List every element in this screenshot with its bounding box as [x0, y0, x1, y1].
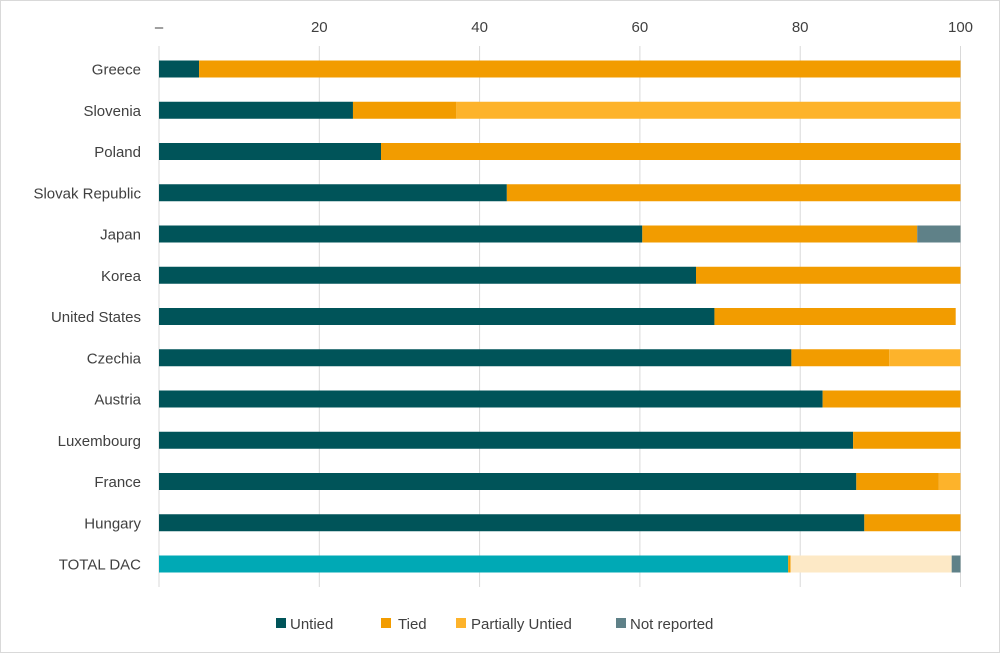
- category-label: Poland: [94, 144, 141, 161]
- bar-untied: [159, 431, 854, 449]
- legend-swatch-not-reported: [616, 618, 626, 628]
- bar-tied: [822, 390, 961, 408]
- bar-untied: [159, 266, 697, 284]
- legend-label: Untied: [290, 616, 333, 633]
- bar-untied: [159, 184, 507, 202]
- bar-untied: [159, 225, 643, 243]
- x-tick-label: –: [155, 19, 164, 36]
- bar-tied: [856, 473, 939, 490]
- bar-untied: [159, 101, 353, 119]
- bar-partially-untied: [456, 101, 961, 119]
- bar-tied: [199, 60, 961, 78]
- category-label: France: [94, 474, 141, 491]
- bar-untied: [159, 514, 865, 532]
- x-tick-label: 60: [632, 19, 649, 36]
- x-tick-label: 100: [948, 19, 973, 36]
- bar-tied: [381, 143, 961, 160]
- x-tick-label: 80: [792, 19, 809, 36]
- legend-swatch-tied: [381, 618, 391, 628]
- bar-untied: [159, 390, 823, 408]
- x-tick-label: 20: [311, 19, 328, 36]
- legend: Untied Tied Partially Untied Not reported: [276, 616, 713, 633]
- bar-untied: [159, 143, 382, 160]
- bar-partially-untied: [889, 349, 961, 367]
- bar-tied: [352, 101, 457, 119]
- category-label: Hungary: [84, 515, 141, 532]
- bar-untied: [159, 349, 792, 367]
- legend-label: Not reported: [630, 616, 713, 633]
- bar-partially-untied: [938, 473, 961, 490]
- bar-tied: [853, 431, 961, 449]
- bar-untied: [159, 60, 200, 78]
- bar-partially-untied: [790, 555, 952, 573]
- legend-label: Partially Untied: [471, 616, 572, 633]
- bar-tied: [696, 266, 961, 284]
- bar-untied: [159, 308, 715, 325]
- bar-not-reported: [951, 555, 961, 573]
- x-tick-label: 40: [471, 19, 488, 36]
- legend-label: Tied: [398, 616, 427, 633]
- legend-swatch-untied: [276, 618, 286, 628]
- category-label: Czechia: [87, 350, 142, 367]
- legend-swatch-partially-untied: [456, 618, 466, 628]
- category-label: Japan: [100, 227, 141, 244]
- bars: [159, 60, 961, 573]
- category-label: Luxembourg: [58, 433, 141, 450]
- bar-tied: [864, 514, 961, 532]
- bar-not-reported: [917, 225, 961, 243]
- bar-untied: [159, 473, 857, 490]
- bar-tied: [642, 225, 918, 243]
- bar-tied: [791, 349, 890, 367]
- category-label: Slovak Republic: [33, 185, 141, 202]
- bar-tied: [788, 555, 791, 573]
- bar-tied: [714, 308, 956, 325]
- bar-untied: [159, 555, 789, 573]
- category-label: Austria: [94, 392, 141, 409]
- category-label: TOTAL DAC: [59, 557, 141, 574]
- x-axis-ticks: – 20 40 60 80 100: [155, 19, 973, 36]
- category-label: Korea: [101, 268, 142, 285]
- category-label: Greece: [92, 62, 141, 79]
- bar-tied: [506, 184, 961, 202]
- category-labels: Greece Slovenia Poland Slovak Republic Japan…: [33, 62, 141, 574]
- category-label: Slovenia: [83, 103, 141, 120]
- category-label: United States: [51, 309, 141, 326]
